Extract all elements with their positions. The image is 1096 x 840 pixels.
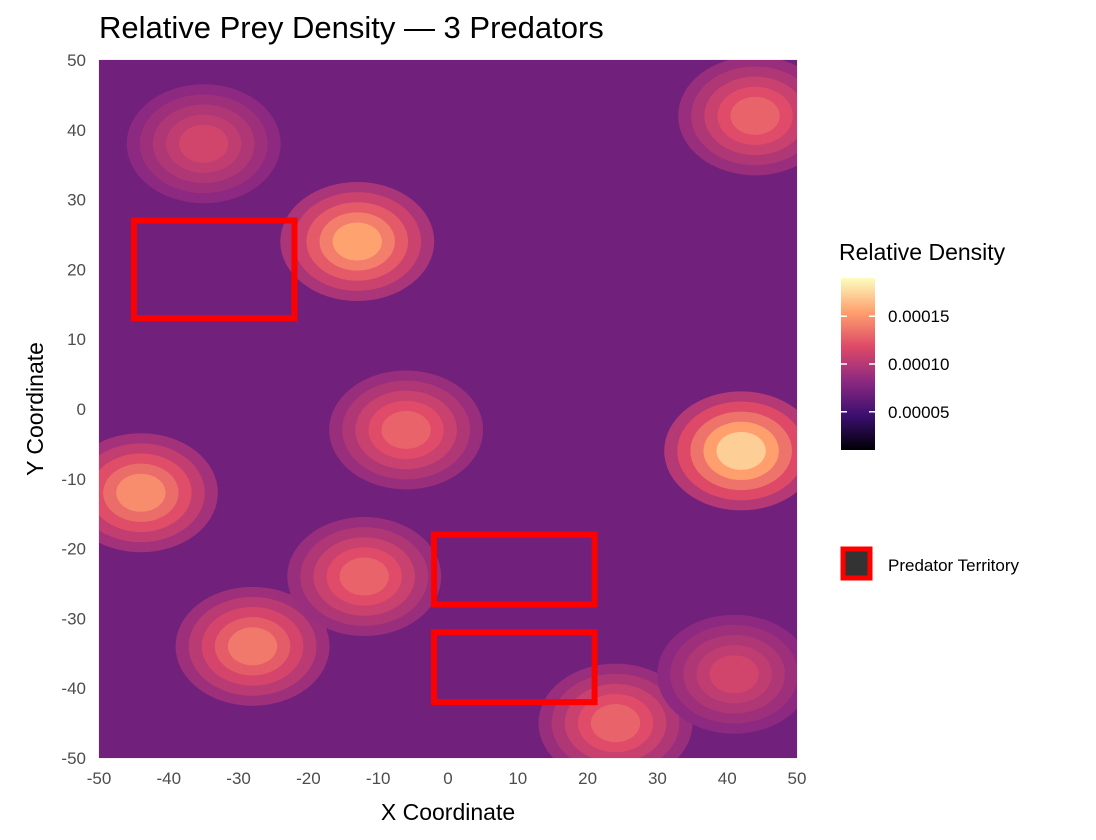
y-axis-title: Y Coordinate xyxy=(22,342,48,476)
y-tick-label: 30 xyxy=(67,191,86,210)
density-peak xyxy=(664,391,797,511)
x-tick-label: -20 xyxy=(296,769,321,788)
density-peak xyxy=(678,60,797,176)
x-tick-label: 30 xyxy=(648,769,667,788)
y-tick-label: 20 xyxy=(67,260,86,279)
x-tick-label: -30 xyxy=(226,769,251,788)
density-band xyxy=(339,557,389,596)
legend: Relative Density 0.00005 0.00010 0.00015 Pr… xyxy=(839,239,1020,581)
y-tick-label: 10 xyxy=(67,330,86,349)
legend-key-predator-territory xyxy=(840,546,873,581)
predator-territory-rect xyxy=(130,217,298,322)
colorbar-tick-label: 0.00005 xyxy=(888,403,949,422)
y-tick-label: -30 xyxy=(61,609,86,628)
y-tick-label: -20 xyxy=(61,540,86,559)
x-tick-label: -10 xyxy=(366,769,391,788)
density-band xyxy=(590,704,641,743)
predator-territories xyxy=(130,217,598,706)
density-band xyxy=(116,473,166,512)
density-band xyxy=(227,627,278,666)
x-tick-label: 20 xyxy=(578,769,597,788)
x-axis-title: X Coordinate xyxy=(381,799,515,825)
legend-label-predator-territory: Predator Territory xyxy=(888,556,1020,575)
density-contours xyxy=(99,60,797,758)
chart-title: Relative Prey Density — 3 Predators xyxy=(99,10,604,45)
density-peak xyxy=(287,517,442,637)
x-tick-label: 10 xyxy=(508,769,527,788)
y-tick-label: 50 xyxy=(67,51,86,70)
density-band xyxy=(730,96,780,135)
x-tick-label: -40 xyxy=(157,769,182,788)
density-peak xyxy=(657,614,797,734)
density-peak xyxy=(175,586,330,706)
density-peak xyxy=(280,181,435,301)
y-tick-label: 0 xyxy=(77,400,86,419)
axis-ticks: -50 -40 -30 -20 -10 0 10 20 30 40 50 -50 -40 -30 -20 -1… xyxy=(61,51,806,788)
density-peak xyxy=(126,84,281,204)
density-band xyxy=(179,124,229,163)
colorbar-title: Relative Density xyxy=(839,239,1006,265)
colorbar-tick-label: 0.00015 xyxy=(888,307,949,326)
density-peak xyxy=(329,370,484,490)
y-tick-label: -10 xyxy=(61,470,86,489)
density-band xyxy=(332,222,382,261)
density-band xyxy=(709,655,759,694)
density-band xyxy=(716,431,766,470)
predator-territory-rect xyxy=(431,629,598,706)
x-tick-label: 50 xyxy=(788,769,807,788)
y-tick-label: 40 xyxy=(67,121,86,140)
x-tick-label: 0 xyxy=(443,769,452,788)
density-peak xyxy=(99,433,218,553)
x-tick-label: 40 xyxy=(718,769,737,788)
density-band xyxy=(381,410,431,449)
x-tick-label: -50 xyxy=(87,769,112,788)
colorbar-tick-label: 0.00010 xyxy=(888,355,949,374)
y-tick-label: -40 xyxy=(61,679,86,698)
predator-territory-rect xyxy=(431,531,598,608)
y-tick-label: -50 xyxy=(61,749,86,768)
